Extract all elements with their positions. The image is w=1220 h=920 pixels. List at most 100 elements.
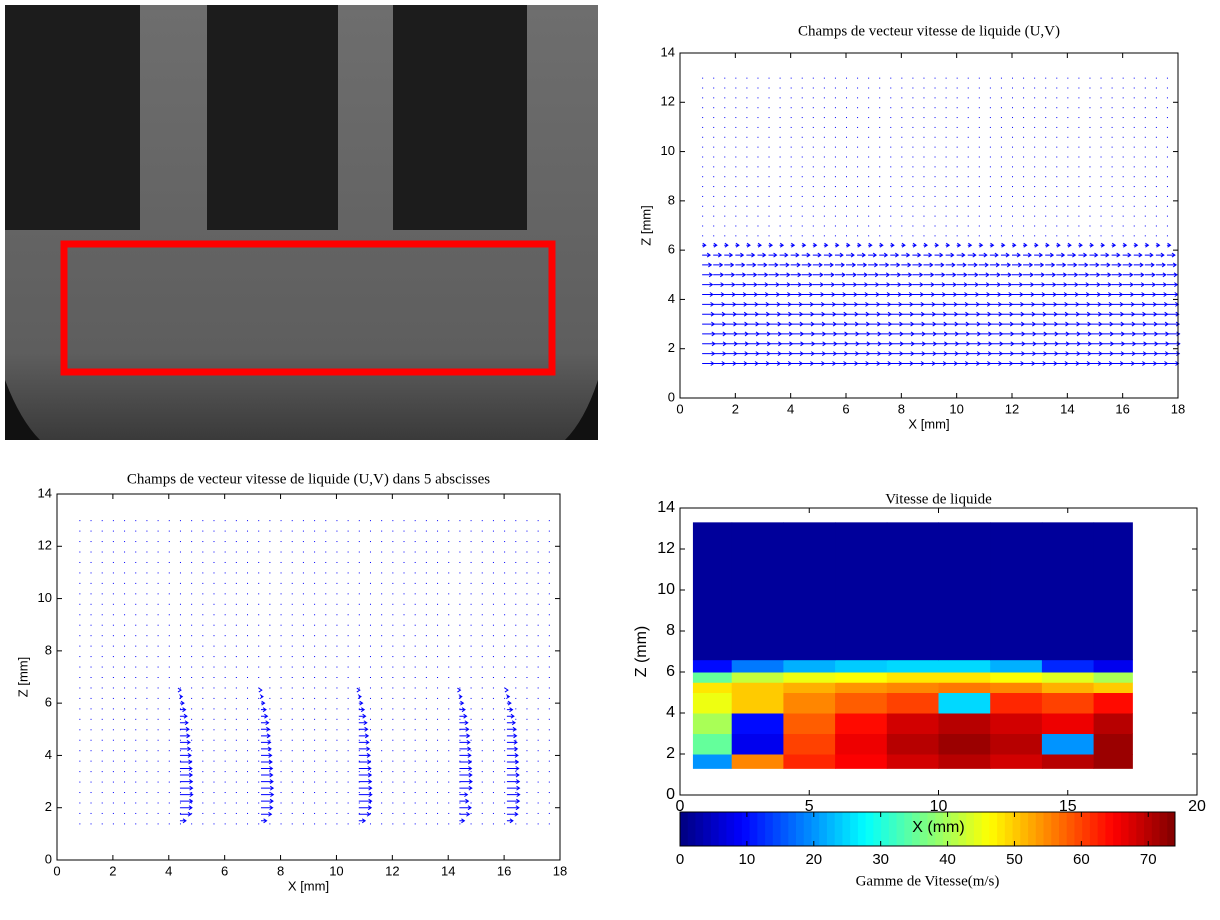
grid-dot	[459, 792, 461, 794]
vector-dot	[1133, 87, 1135, 89]
vector-arrow	[179, 713, 188, 719]
vector-arrow	[506, 713, 515, 719]
vector-dot	[934, 195, 936, 197]
vector-arrow	[179, 694, 184, 700]
y-tick-label: 2	[45, 799, 52, 814]
grid-dot	[280, 624, 282, 626]
grid-dot	[79, 572, 81, 574]
vector-arrow	[1133, 242, 1139, 248]
grid-dot	[336, 603, 338, 605]
vector-dot	[846, 146, 847, 148]
y-tick-label: 14	[661, 44, 675, 59]
grid-dot	[325, 739, 327, 741]
vector-dot	[1023, 225, 1025, 227]
grid-dot	[291, 718, 293, 720]
grid-dot	[425, 708, 427, 710]
vector-dot	[1122, 87, 1124, 89]
grid-dot	[168, 677, 170, 678]
grid-dot	[336, 739, 338, 741]
vector-dot	[746, 77, 748, 79]
grid-dot	[179, 603, 181, 605]
vector-arrow	[260, 707, 267, 713]
vector-dot	[1012, 225, 1013, 227]
vector-arrow	[735, 252, 745, 258]
grid-dot	[470, 541, 472, 543]
grid-dot	[392, 530, 394, 532]
vector-dot	[768, 176, 770, 178]
grid-dot	[336, 614, 338, 616]
grid-dot	[481, 530, 483, 532]
vector-dot	[868, 225, 870, 227]
vector-dot	[1111, 215, 1113, 217]
vector-dot	[757, 225, 759, 227]
vector-dot	[1166, 77, 1168, 79]
grid-dot	[112, 718, 114, 720]
grid-dot	[247, 666, 249, 668]
grid-dot	[124, 750, 126, 752]
heat-cell	[783, 754, 836, 769]
vector-dot	[1034, 126, 1036, 128]
vector-dot	[768, 97, 770, 99]
vector-dot	[757, 176, 759, 178]
grid-dot	[537, 572, 539, 574]
vector-dot	[1133, 186, 1135, 188]
grid-dot	[168, 561, 170, 563]
vector-arrow	[506, 792, 521, 798]
grid-dot	[403, 802, 405, 804]
grid-dot	[191, 530, 193, 532]
vector-dot	[901, 117, 903, 119]
grid-dot	[168, 729, 170, 731]
vector-dot	[1100, 176, 1102, 178]
x-tick-label: 16	[497, 863, 511, 878]
grid-dot	[358, 572, 360, 574]
vector-dot	[779, 205, 781, 207]
vector-arrow	[1000, 252, 1010, 258]
vector-dot	[868, 126, 870, 128]
vector-dot	[901, 225, 903, 227]
grid-dot	[191, 572, 193, 574]
grid-dot	[425, 551, 427, 553]
vector-dot	[846, 176, 847, 178]
vector-arrow	[746, 272, 758, 278]
vector-dot	[846, 126, 847, 128]
vector-arrow	[945, 272, 957, 278]
grid-dot	[481, 593, 483, 595]
grid-dot	[325, 802, 327, 804]
vector-dot	[1089, 235, 1091, 237]
vector-dot	[989, 126, 991, 128]
grid-dot	[291, 802, 293, 804]
vector-dot	[956, 156, 958, 158]
vector-dot	[823, 87, 825, 89]
vector-dot	[1144, 215, 1146, 217]
vector-dot	[713, 225, 715, 227]
vector-dot	[1133, 215, 1135, 217]
grid-dot	[414, 561, 416, 563]
grid-dot	[336, 635, 338, 637]
vector-dot	[1122, 146, 1124, 148]
grid-dot	[537, 645, 539, 647]
grid-dot	[247, 792, 249, 794]
vector-arrow	[934, 242, 940, 248]
grid-dot	[168, 635, 170, 637]
vector-dot	[1133, 136, 1135, 138]
vector-dot	[724, 107, 726, 109]
vector-arrow	[1056, 242, 1061, 248]
vector-arrow	[746, 242, 751, 248]
heat-cell	[938, 659, 991, 673]
grid-dot	[448, 635, 450, 637]
vector-dot	[1133, 117, 1135, 119]
vector-arrow	[1089, 292, 1102, 297]
grid-dot	[481, 697, 483, 699]
vector-dot	[967, 215, 969, 217]
grid-dot	[224, 677, 226, 678]
vector-dot	[768, 156, 770, 158]
y-tick-label: 10	[38, 590, 52, 605]
vector-dot	[812, 195, 814, 197]
vector-arrow	[1000, 242, 1006, 248]
grid-dot	[459, 739, 461, 741]
vector-arrow	[879, 272, 891, 278]
grid-dot	[314, 645, 316, 647]
grid-dot	[526, 603, 528, 605]
vector-dot	[1012, 235, 1013, 237]
grid-dot	[515, 750, 517, 752]
